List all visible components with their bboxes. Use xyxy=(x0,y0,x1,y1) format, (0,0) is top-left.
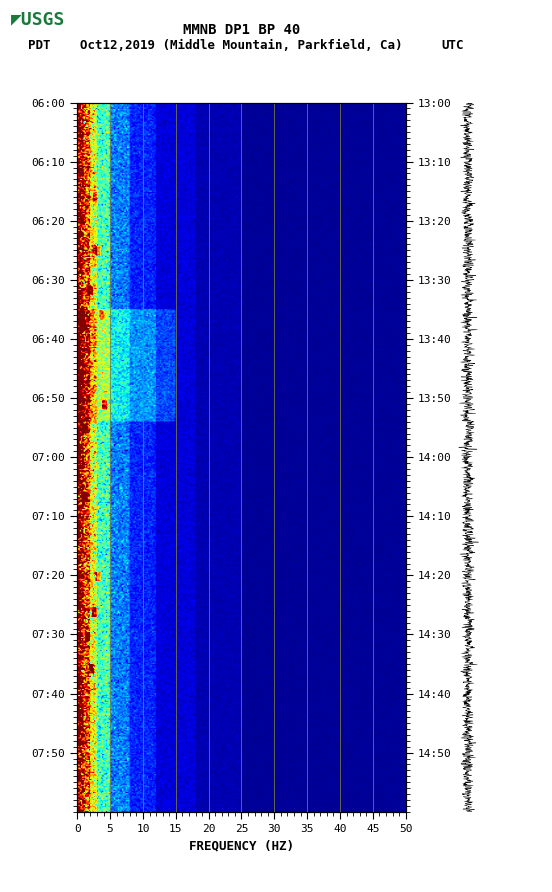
X-axis label: FREQUENCY (HZ): FREQUENCY (HZ) xyxy=(189,839,294,852)
Text: PDT: PDT xyxy=(28,39,50,52)
Text: MMNB DP1 BP 40: MMNB DP1 BP 40 xyxy=(183,23,300,37)
Text: Oct12,2019 (Middle Mountain, Parkfield, Ca): Oct12,2019 (Middle Mountain, Parkfield, … xyxy=(80,39,403,52)
Text: ◤USGS: ◤USGS xyxy=(11,11,66,29)
Text: UTC: UTC xyxy=(442,39,464,52)
